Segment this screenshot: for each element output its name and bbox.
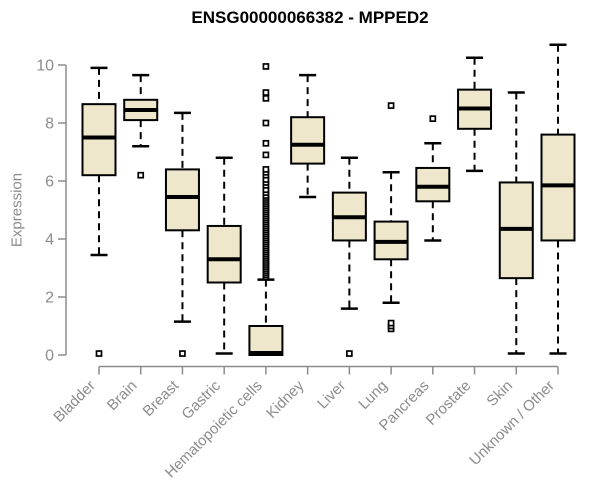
boxplot-pancreas [415, 115, 451, 242]
y-tick-label: 6 [45, 174, 54, 191]
x-category-label: Kidney [263, 377, 308, 422]
iqr-box [206, 224, 242, 284]
iqr-box [164, 168, 200, 232]
outlier-point [262, 119, 270, 127]
outlier-point [179, 350, 186, 357]
outlier-point [262, 94, 270, 102]
outlier-point [137, 171, 145, 179]
outlier-point [262, 166, 270, 173]
x-category-label: Breast [140, 377, 183, 420]
x-category-label: Bladder [50, 377, 99, 426]
outlier-point [429, 115, 437, 123]
y-tick-label: 10 [36, 58, 54, 75]
x-category-label: Liver [314, 377, 349, 412]
boxplot-brain [123, 73, 159, 179]
outlier-point [387, 102, 395, 109]
outlier-point [262, 139, 270, 147]
x-category-label: Lung [355, 377, 391, 413]
outlier-point [95, 350, 103, 357]
outlier-point [346, 350, 353, 357]
x-category-label: Prostate [423, 377, 475, 429]
y-tick-label: 8 [45, 116, 54, 133]
iqr-box [415, 166, 451, 203]
x-category-label: Skin [483, 377, 516, 410]
chart-title: ENSG00000066382 - MPPED2 [191, 8, 429, 27]
boxplot-liver [331, 156, 367, 357]
iqr-box [540, 133, 576, 242]
outlier-point [262, 89, 270, 96]
y-tick-label: 4 [45, 232, 54, 249]
iqr-box [81, 103, 117, 177]
boxplot-lung [373, 102, 409, 333]
y-tick-label: 0 [45, 348, 54, 365]
boxplot-unknown-other [540, 43, 576, 355]
iqr-box [248, 325, 284, 356]
boxplot-bladder [81, 66, 117, 357]
boxplot-hematopoietic-cells [248, 63, 284, 356]
x-category-label: Brain [104, 377, 141, 414]
outlier-point [262, 151, 270, 159]
outlier-point [387, 319, 395, 327]
y-tick-label: 2 [45, 290, 54, 307]
boxplot-prostate [457, 56, 493, 173]
iqr-box [290, 116, 326, 165]
outlier-point [262, 63, 270, 70]
boxplot-skin [498, 91, 534, 355]
boxplot-gastric [206, 156, 242, 355]
boxplot-breast [164, 111, 200, 357]
boxplot-kidney [290, 73, 326, 199]
